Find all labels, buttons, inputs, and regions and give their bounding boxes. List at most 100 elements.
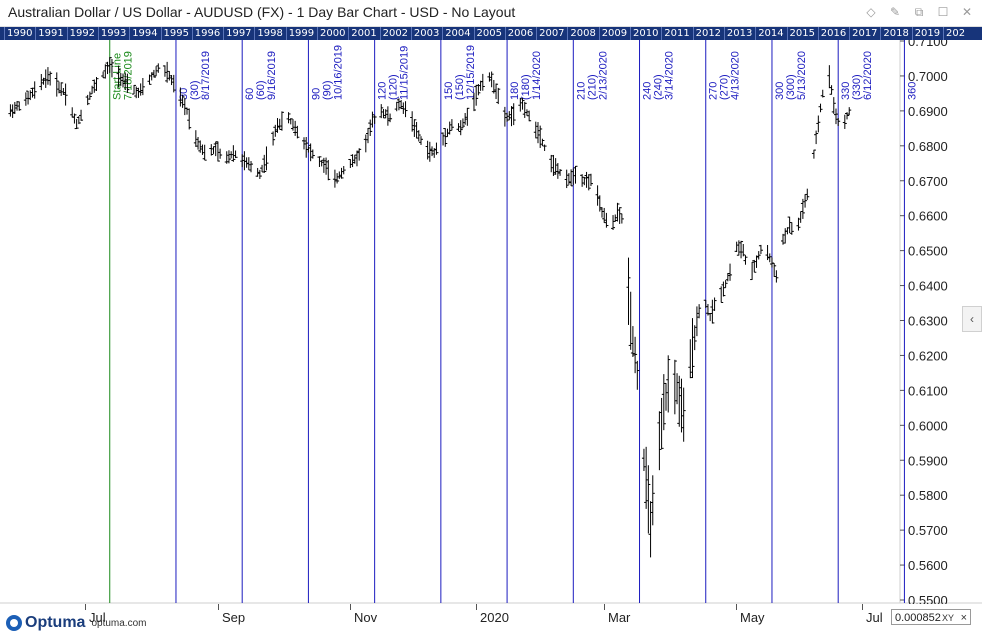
price-bar: [602, 207, 607, 223]
y-tick-label: 0.6000: [908, 418, 948, 433]
price-bar: [92, 79, 97, 93]
price-bar: [273, 124, 278, 137]
year-band-label: 2001: [351, 28, 377, 39]
price-bar: [337, 171, 342, 179]
brand-url[interactable]: optuma.com: [91, 617, 147, 629]
price-bar: [348, 158, 353, 169]
price-bar: [460, 118, 465, 129]
price-bar: [456, 123, 461, 132]
x-month-tick: [604, 604, 605, 610]
year-band-label: 2014: [758, 28, 784, 39]
price-bar: [836, 118, 841, 126]
maximize-icon[interactable]: ☐: [937, 5, 949, 19]
x-month-label: Mar: [608, 610, 631, 625]
price-bar: [379, 104, 384, 119]
cycle-line-label: 240: [642, 82, 654, 100]
price-bar: [410, 111, 415, 132]
close-readout-icon[interactable]: ×: [960, 612, 967, 624]
cycle-line-label: (180): [520, 74, 532, 100]
price-bar: [244, 157, 249, 168]
cycle-line-label: 8/17/2019: [200, 51, 212, 100]
pin-icon[interactable]: ✎: [889, 5, 901, 19]
price-bar: [350, 154, 355, 168]
price-bar: [240, 154, 245, 168]
price-bar: [443, 128, 448, 147]
price-bar: [193, 130, 198, 147]
cycle-line-label: 30: [178, 88, 190, 100]
year-band-tick: [66, 27, 68, 40]
value-readout[interactable]: 0.000852 XY ×: [891, 609, 971, 625]
price-bar: [26, 90, 31, 105]
price-bar: [441, 132, 446, 146]
price-bar: [447, 121, 452, 135]
year-band-label: 2013: [726, 28, 753, 39]
side-panel-toggle[interactable]: ‹: [962, 306, 982, 332]
price-bar: [30, 87, 35, 98]
price-bar: [688, 339, 693, 379]
price-bar: [335, 173, 340, 184]
bar-chart[interactable]: 0.7100 0.7000 0.6900 0.6800 0.6700 0.6600 0.65…: [0, 40, 982, 604]
price-bar: [827, 65, 832, 89]
year-band-label: 1991: [38, 28, 64, 39]
price-bar: [169, 75, 174, 86]
cycle-line-label: (330): [851, 74, 863, 100]
price-bar: [101, 71, 106, 79]
price-bar: [549, 154, 554, 173]
year-band-label: 1998: [257, 28, 283, 39]
year-band-tick: [504, 27, 506, 40]
price-bar: [79, 109, 84, 121]
price-bar: [540, 138, 545, 146]
price-bar: [136, 87, 141, 98]
cycle-line-label: 12/15/2019: [465, 45, 477, 100]
price-bar: [363, 134, 368, 153]
price-bar: [507, 111, 512, 121]
diamond-icon[interactable]: ◇: [866, 5, 876, 19]
y-tick-label: 0.6700: [908, 174, 948, 189]
price-bar: [785, 227, 790, 235]
price-bar: [8, 104, 13, 117]
price-bar: [213, 141, 218, 157]
xy-toggle[interactable]: XY: [941, 613, 954, 623]
price-bar: [202, 144, 207, 161]
cycle-line-label: 90: [310, 88, 322, 100]
price-bar: [798, 211, 803, 223]
year-band-label: 1995: [163, 28, 189, 39]
cycle-line-label: 360: [906, 82, 918, 100]
price-bar: [831, 97, 836, 114]
price-bar: [187, 108, 192, 130]
chart-title: Australian Dollar / US Dollar - AUDUSD (…: [8, 4, 516, 20]
price-bar: [196, 136, 201, 150]
price-bar: [321, 157, 326, 173]
restore-icon[interactable]: ⧉: [914, 5, 924, 19]
year-band-label: 2016: [820, 28, 847, 39]
price-bar: [728, 263, 733, 281]
close-icon[interactable]: ✕: [961, 5, 973, 19]
year-band-tick: [348, 27, 350, 40]
price-bar: [644, 446, 649, 509]
year-band-label: 202: [946, 28, 966, 39]
price-bar: [229, 151, 234, 159]
price-bar: [805, 188, 810, 200]
cycle-line-label: 330: [840, 82, 852, 100]
price-bar: [385, 106, 390, 126]
price-bar: [180, 94, 185, 108]
price-bar: [277, 118, 282, 130]
price-bar: [703, 299, 708, 308]
price-bar: [257, 169, 262, 179]
price-bar: [324, 157, 329, 175]
price-bar: [458, 120, 463, 136]
price-bar: [551, 154, 556, 176]
price-bar: [633, 336, 638, 374]
cycle-line-label: (60): [255, 80, 267, 100]
price-bar: [306, 146, 311, 153]
price-bar: [43, 69, 48, 88]
price-bar: [140, 77, 145, 96]
price-bar: [262, 154, 267, 173]
price-bar: [566, 173, 571, 185]
year-band-tick: [160, 27, 162, 40]
price-bar: [664, 382, 669, 411]
price-bar: [425, 140, 430, 160]
y-tick-label: 0.6400: [908, 279, 948, 294]
cycle-line-label: 300: [774, 82, 786, 100]
price-bar: [288, 118, 293, 125]
